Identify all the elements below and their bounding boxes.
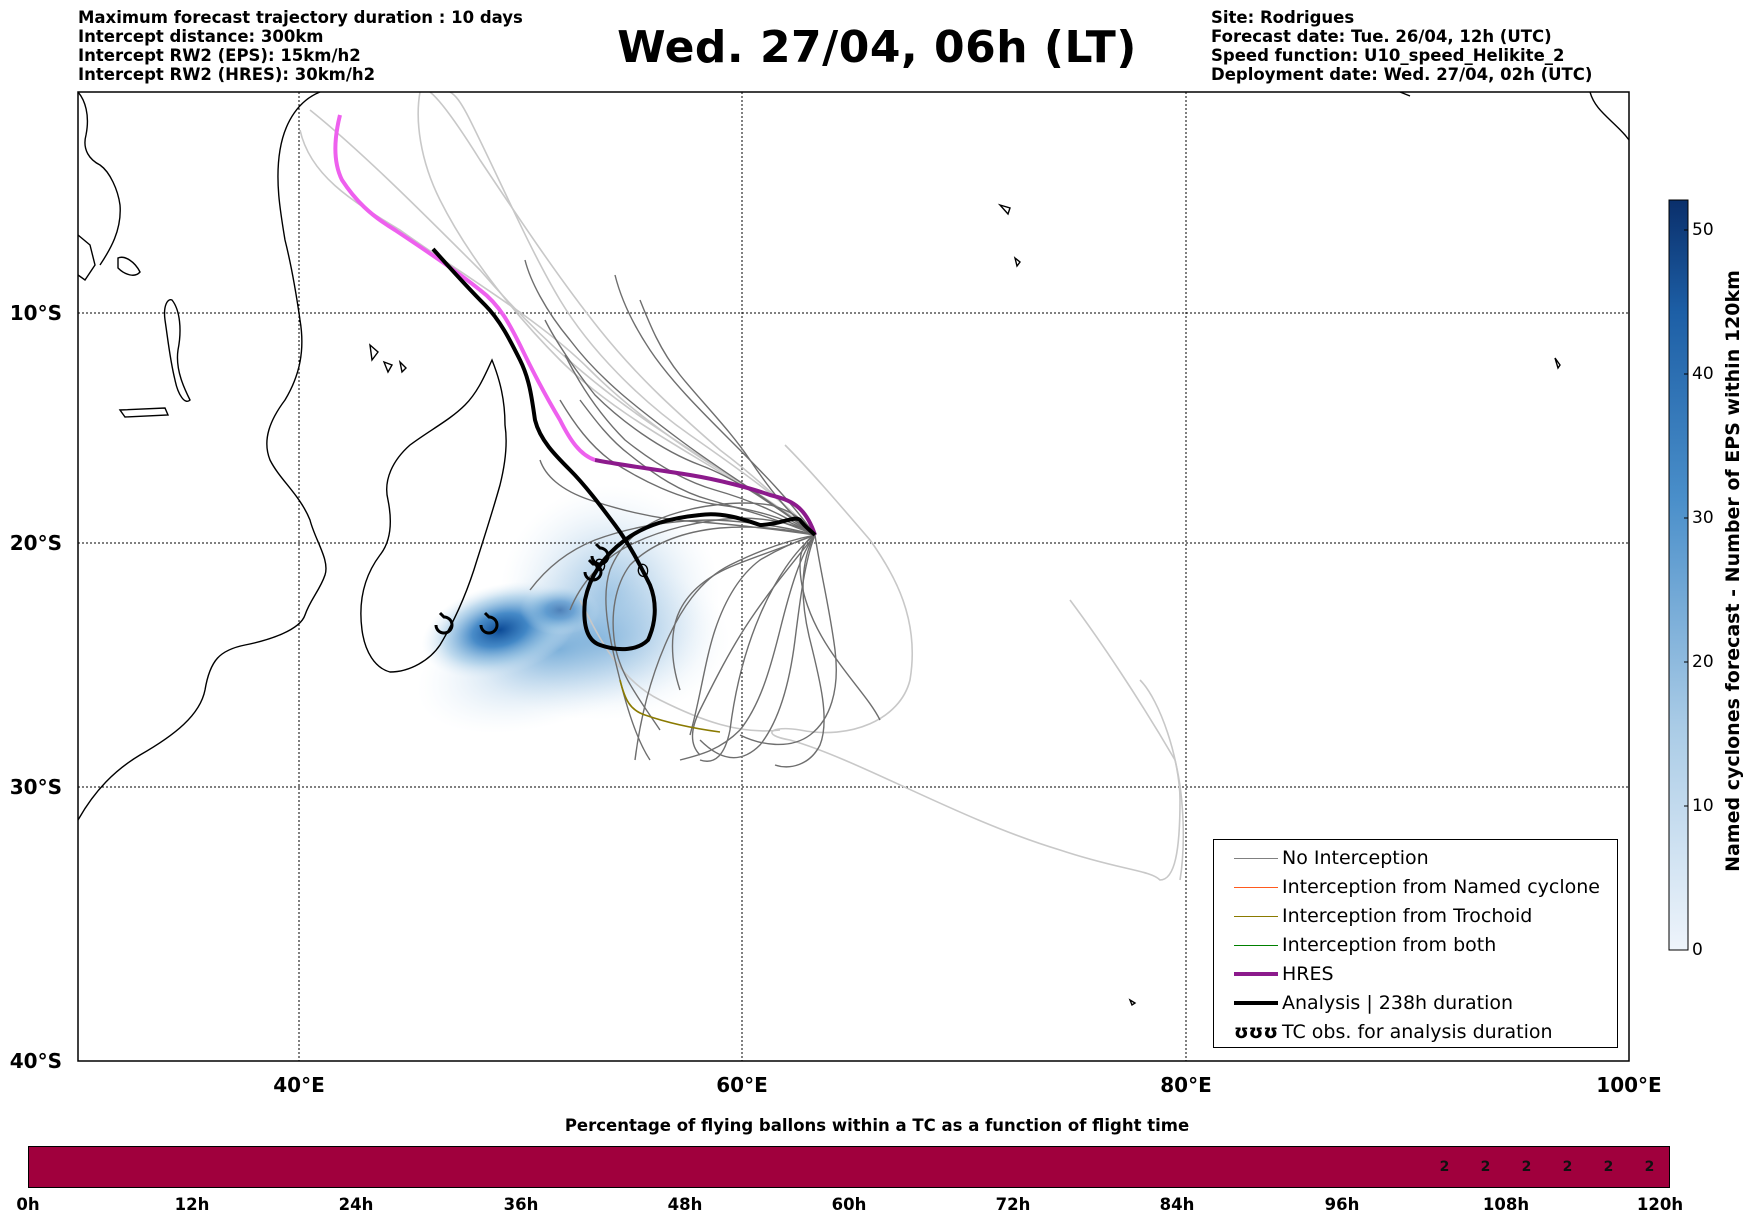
colorbar-tick-20: 20 bbox=[1692, 652, 1714, 672]
lat-tick-30s: 30°S bbox=[10, 775, 62, 799]
max-duration-text: Maximum forecast trajectory duration : 1… bbox=[78, 8, 523, 27]
bar-tick: 60h bbox=[831, 1195, 867, 1214]
legend-label: Interception from Trochoid bbox=[1282, 905, 1533, 927]
legend-label: HRES bbox=[1282, 963, 1334, 985]
legend-line-icon bbox=[1234, 858, 1278, 859]
bar-tick: 120h bbox=[1636, 1195, 1684, 1214]
bar-tick: 24h bbox=[338, 1195, 374, 1214]
legend-hres: HRES bbox=[1222, 960, 1617, 989]
colorbar-tick-40: 40 bbox=[1692, 364, 1714, 384]
main-title: Wed. 27/04, 06h (LT) bbox=[617, 22, 1137, 73]
colorbar-tick-0: 0 bbox=[1692, 940, 1703, 960]
bar-tick: 0h bbox=[16, 1195, 40, 1214]
forecast-date-text: Forecast date: Tue. 26/04, 12h (UTC) bbox=[1211, 27, 1552, 46]
legend-label: TC obs. for analysis duration bbox=[1282, 1021, 1553, 1043]
legend-no-interception: No Interception bbox=[1222, 844, 1617, 873]
site-text: Site: Rodrigues bbox=[1211, 8, 1355, 27]
bar-tick: 48h bbox=[667, 1195, 703, 1214]
intercept-eps-text: Intercept RW2 (EPS): 15km/h2 bbox=[78, 46, 361, 65]
lon-tick-80e: 80°E bbox=[1160, 1073, 1212, 1097]
colorbar-tick-30: 30 bbox=[1692, 508, 1714, 528]
analysis-trajectory bbox=[431, 247, 817, 652]
legend-line-icon bbox=[1234, 887, 1278, 888]
bottom-bar-title: Percentage of flying ballons within a TC… bbox=[564, 1116, 1190, 1135]
legend-label: Analysis | 238h duration bbox=[1282, 992, 1514, 1014]
tc-obs-symbols bbox=[434, 542, 610, 635]
bar-tick: 84h bbox=[1159, 1195, 1195, 1214]
bar-cell: 2 bbox=[1562, 1159, 1573, 1175]
legend: No Interception Interception from Named … bbox=[1213, 839, 1618, 1048]
lat-tick-40s: 40°S bbox=[10, 1049, 62, 1073]
legend-line-icon bbox=[1234, 972, 1278, 976]
colorbar-tick-50: 50 bbox=[1692, 220, 1714, 240]
intercept-hres-text: Intercept RW2 (HRES): 30km/h2 bbox=[78, 65, 376, 84]
lat-tick-20s: 20°S bbox=[10, 531, 62, 555]
bar-cell: 2 bbox=[1644, 1159, 1655, 1175]
bar-tick: 108h bbox=[1482, 1195, 1530, 1214]
flight-time-bar bbox=[28, 1146, 1670, 1188]
bar-tick: 36h bbox=[503, 1195, 539, 1214]
intercept-distance-text: Intercept distance: 300km bbox=[78, 27, 324, 46]
lat-tick-10s: 10°S bbox=[10, 301, 62, 325]
map-frame bbox=[77, 91, 1630, 1062]
hres-trajectory bbox=[594, 458, 817, 536]
colorbar-tick-marks bbox=[1684, 229, 1688, 951]
header-right: Site: Rodrigues Forecast date: Tue. 26/0… bbox=[1211, 8, 1592, 84]
colorbar bbox=[1668, 199, 1689, 951]
speed-function-text: Speed function: U10_speed_Helikite_2 bbox=[1211, 46, 1565, 65]
legend-analysis: Analysis | 238h duration bbox=[1222, 989, 1617, 1018]
lon-tick-60e: 60°E bbox=[716, 1073, 768, 1097]
lon-tick-100e: 100°E bbox=[1596, 1073, 1661, 1097]
legend-both: Interception from both bbox=[1222, 931, 1617, 960]
legend-label: Interception from Named cyclone bbox=[1282, 876, 1600, 898]
bar-tick: 72h bbox=[995, 1195, 1031, 1214]
legend-named-cyclone: Interception from Named cyclone bbox=[1222, 873, 1617, 902]
map-content bbox=[78, 92, 1629, 1061]
tc-obs-icon: ʊʊʊ bbox=[1234, 1021, 1279, 1043]
coastlines bbox=[78, 92, 1629, 1007]
header-left: Maximum forecast trajectory duration : 1… bbox=[78, 8, 523, 84]
legend-tc-obs: ʊʊʊ TC obs. for analysis duration bbox=[1222, 1018, 1617, 1047]
bar-cell: 2 bbox=[1480, 1159, 1491, 1175]
colorbar-tick-10: 10 bbox=[1692, 796, 1714, 816]
legend-line-icon bbox=[1234, 1001, 1278, 1005]
legend-trochoid: Interception from Trochoid bbox=[1222, 902, 1617, 931]
bar-cell: 2 bbox=[1439, 1159, 1450, 1175]
legend-label: No Interception bbox=[1282, 847, 1429, 869]
legend-line-icon bbox=[1234, 916, 1278, 917]
legend-line-icon bbox=[1234, 945, 1278, 946]
lon-tick-40e: 40°E bbox=[273, 1073, 325, 1097]
colorbar-label: Named cyclones forecast - Number of EPS … bbox=[1722, 270, 1744, 872]
lon-axis-ticks: 40°E 60°E 80°E 100°E bbox=[273, 1073, 1661, 1097]
trochoid-trajectory bbox=[619, 679, 721, 733]
lat-axis-ticks: 10°S 20°S 30°S 40°S bbox=[10, 301, 62, 1073]
legend-label: Interception from both bbox=[1282, 934, 1497, 956]
pink-trajectory bbox=[333, 114, 596, 462]
bar-tick: 12h bbox=[174, 1195, 210, 1214]
bar-cell: 2 bbox=[1521, 1159, 1532, 1175]
deployment-date-text: Deployment date: Wed. 27/04, 02h (UTC) bbox=[1211, 65, 1593, 84]
bar-tick: 96h bbox=[1324, 1195, 1360, 1214]
bar-cell: 2 bbox=[1603, 1159, 1614, 1175]
